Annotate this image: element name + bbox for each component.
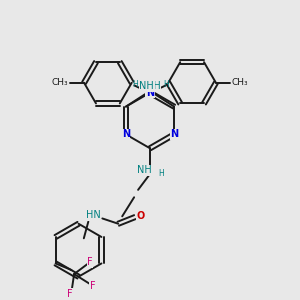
Text: O: O [136,211,145,221]
Text: F: F [90,281,95,291]
Text: N: N [146,88,154,98]
Text: F: F [68,289,73,299]
Text: NH: NH [146,81,160,91]
Text: NH: NH [137,165,152,175]
Text: CH₃: CH₃ [231,78,248,87]
Text: N: N [122,129,130,140]
Text: N: N [170,129,178,140]
Text: HN: HN [86,210,101,220]
Text: NH: NH [140,81,154,91]
Text: F: F [87,257,93,267]
Text: CH₃: CH₃ [52,78,69,87]
Text: H: H [132,80,138,89]
Text: H: H [158,169,164,178]
Text: H: H [163,80,169,89]
